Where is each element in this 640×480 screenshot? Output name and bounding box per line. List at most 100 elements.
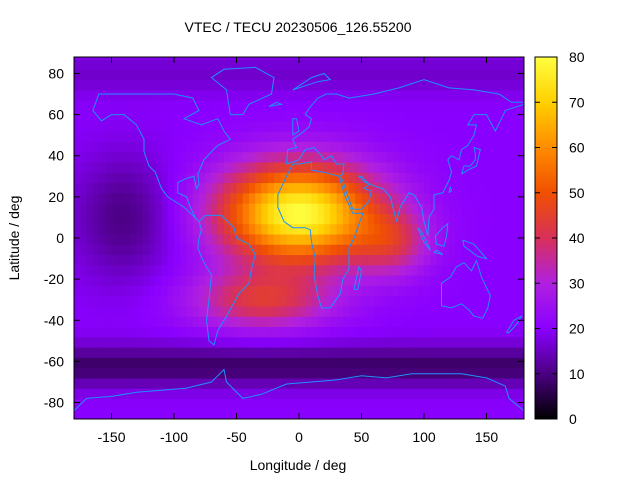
heatmap-cell xyxy=(305,100,313,112)
heatmap-cell xyxy=(361,69,369,81)
heatmap-cell xyxy=(224,295,231,307)
heatmap-cell xyxy=(330,305,338,317)
heatmap-cell xyxy=(436,408,444,419)
heatmap-cell xyxy=(199,305,206,317)
heatmap-cell xyxy=(255,316,263,328)
heatmap-cell xyxy=(117,79,125,91)
heatmap-cell xyxy=(224,110,231,122)
heatmap-cell xyxy=(324,69,331,81)
heatmap-cell xyxy=(455,408,463,419)
heatmap-cell xyxy=(280,275,288,286)
heatmap-cell xyxy=(249,316,256,328)
heatmap-cell xyxy=(274,357,281,369)
heatmap-cell xyxy=(211,316,219,328)
heatmap-cell xyxy=(230,264,238,276)
heatmap-cell xyxy=(142,69,150,81)
heatmap-cell xyxy=(442,408,450,419)
heatmap-cell xyxy=(411,264,419,276)
heatmap-cell xyxy=(111,59,119,70)
heatmap-cell xyxy=(74,398,81,410)
heatmap-cell xyxy=(174,367,181,379)
heatmap-cell xyxy=(261,326,269,338)
heatmap-cell xyxy=(349,89,356,101)
heatmap-cell xyxy=(392,59,400,70)
heatmap-cell xyxy=(192,233,200,245)
heatmap-cell xyxy=(355,182,363,194)
heatmap-cell xyxy=(386,233,394,245)
heatmap-cell xyxy=(505,316,513,328)
heatmap-cell xyxy=(174,244,181,256)
heatmap-cell xyxy=(86,161,94,173)
heatmap-cell xyxy=(236,79,244,91)
heatmap-cell xyxy=(242,336,250,348)
heatmap-cell xyxy=(261,264,269,276)
heatmap-cell xyxy=(480,233,488,245)
heatmap-cell xyxy=(355,377,363,389)
heatmap-cell xyxy=(299,326,306,338)
heatmap-cell xyxy=(405,295,413,307)
heatmap-cell xyxy=(217,377,225,389)
heatmap-cell xyxy=(230,326,238,338)
heatmap-cell xyxy=(336,120,344,132)
heatmap-cell xyxy=(274,161,281,173)
heatmap-cell xyxy=(136,336,144,348)
heatmap-cell xyxy=(186,367,194,379)
heatmap-cell xyxy=(349,100,356,112)
heatmap-cell xyxy=(136,233,144,245)
heatmap-cell xyxy=(411,357,419,369)
heatmap-cell xyxy=(480,347,488,358)
heatmap-cell xyxy=(199,367,206,379)
heatmap-cell xyxy=(199,398,206,410)
heatmap-cell xyxy=(299,223,306,235)
heatmap-cell xyxy=(111,357,119,369)
heatmap-cell xyxy=(105,141,113,153)
heatmap-cell xyxy=(74,172,81,184)
heatmap-cell xyxy=(405,213,413,225)
heatmap-cell xyxy=(192,295,200,307)
heatmap-cell xyxy=(186,192,194,204)
heatmap-cell xyxy=(180,305,188,317)
heatmap-cell xyxy=(349,388,356,400)
heatmap-cell xyxy=(374,213,381,225)
heatmap-cell xyxy=(286,316,294,328)
heatmap-cell xyxy=(330,244,338,256)
heatmap-cell xyxy=(136,151,144,163)
heatmap-cell xyxy=(480,110,488,122)
heatmap-cell xyxy=(261,59,269,70)
heatmap-cell xyxy=(236,388,244,400)
heatmap-cell xyxy=(180,141,188,153)
heatmap-cell xyxy=(280,398,288,410)
heatmap-cell xyxy=(367,79,375,91)
heatmap-cell xyxy=(449,367,456,379)
heatmap-cell xyxy=(186,223,194,235)
heatmap-cell xyxy=(161,131,169,142)
heatmap-cell xyxy=(517,244,524,256)
heatmap-cell xyxy=(249,79,256,91)
heatmap-cell xyxy=(317,295,325,307)
heatmap-cell xyxy=(74,357,81,369)
heatmap-cell xyxy=(336,192,344,204)
heatmap-cell xyxy=(192,275,200,286)
heatmap-cell xyxy=(199,316,206,328)
heatmap-cell xyxy=(336,57,344,60)
heatmap-cell xyxy=(499,377,506,389)
heatmap-cell xyxy=(342,295,350,307)
x-tick-label: -100 xyxy=(160,429,188,445)
heatmap-cell xyxy=(217,59,225,70)
heatmap-cell xyxy=(311,182,319,194)
heatmap-cell xyxy=(261,203,269,214)
heatmap-cell xyxy=(255,151,263,163)
heatmap-cell xyxy=(261,377,269,389)
heatmap-cell xyxy=(111,100,119,112)
heatmap-cell xyxy=(499,57,506,60)
heatmap-cell xyxy=(174,336,181,348)
heatmap-cell xyxy=(305,336,313,348)
heatmap-cell xyxy=(336,203,344,214)
heatmap-cell xyxy=(380,347,388,358)
heatmap-cell xyxy=(511,89,519,101)
heatmap-cell xyxy=(161,141,169,153)
heatmap-cell xyxy=(155,131,163,142)
heatmap-cell xyxy=(167,316,175,328)
heatmap-cell xyxy=(130,357,138,369)
